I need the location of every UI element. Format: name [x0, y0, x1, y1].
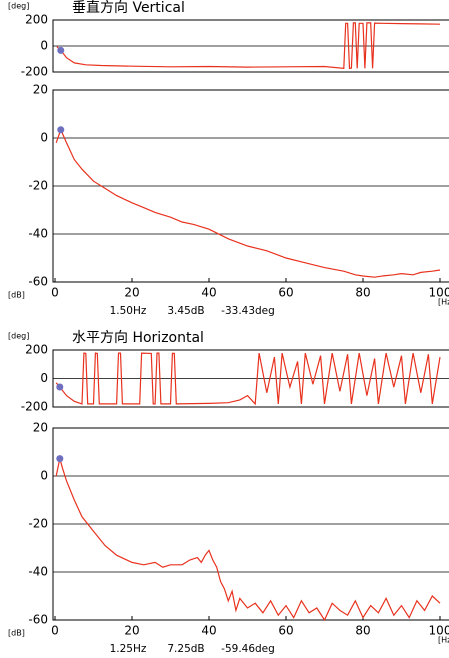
cursor-readout: -59.46deg	[221, 643, 275, 655]
x-tick-label: 20	[124, 286, 139, 300]
cursor-readout: 1.25Hz	[110, 643, 147, 655]
cursor-readout: -33.43deg	[221, 305, 275, 317]
y-unit: [dB]	[8, 291, 25, 300]
response-line	[55, 128, 441, 278]
y-tick-label: -20	[28, 517, 48, 531]
response-line	[55, 352, 441, 406]
y-unit: [dB]	[8, 629, 25, 638]
panel-title: 水平方向 Horizontal	[72, 330, 204, 346]
cursor-marker	[56, 383, 64, 391]
y-tick-label: 0	[40, 39, 48, 53]
x-tick-label: 40	[201, 624, 216, 638]
y-tick-label: 200	[25, 13, 48, 27]
x-unit: [Hz]	[438, 298, 449, 307]
x-tick-label: 100	[429, 286, 449, 300]
cursor-readout: 1.50Hz	[110, 305, 147, 317]
y-tick-label: -60	[28, 275, 48, 289]
y-tick-label: -20	[28, 179, 48, 193]
cursor-readout: 3.45dB	[167, 305, 204, 317]
response-line	[56, 22, 441, 70]
x-tick-label: 60	[278, 286, 293, 300]
x-tick-label: 40	[201, 286, 216, 300]
y-tick-label: 20	[33, 83, 48, 97]
y-tick-label: -40	[28, 227, 48, 241]
x-tick-label: 80	[355, 624, 370, 638]
x-unit: [Hz]	[438, 636, 449, 645]
x-tick-label: 80	[355, 286, 370, 300]
y-tick-label: -60	[28, 613, 48, 627]
y-tick-label: 0	[40, 371, 48, 385]
response-line	[55, 458, 441, 622]
y-tick-label: -40	[28, 565, 48, 579]
y-tick-label: -200	[21, 400, 48, 414]
x-tick-label: 0	[51, 286, 59, 300]
cursor-readout: 7.25dB	[167, 643, 204, 655]
cursor-marker	[56, 455, 64, 463]
y-unit: [deg]	[8, 332, 29, 341]
y-tick-label: 0	[40, 131, 48, 145]
panel-title: 垂直方向 Vertical	[72, 0, 185, 16]
x-tick-label: 60	[278, 624, 293, 638]
x-tick-label: 100	[429, 624, 449, 638]
y-unit: [deg]	[8, 2, 29, 11]
y-tick-label: 0	[40, 469, 48, 483]
cursor-marker	[57, 126, 65, 134]
y-tick-label: 20	[33, 421, 48, 435]
x-tick-label: 0	[51, 624, 59, 638]
x-tick-label: 20	[124, 624, 139, 638]
y-tick-label: 200	[25, 343, 48, 357]
cursor-marker	[57, 46, 65, 54]
y-tick-label: -200	[21, 65, 48, 79]
